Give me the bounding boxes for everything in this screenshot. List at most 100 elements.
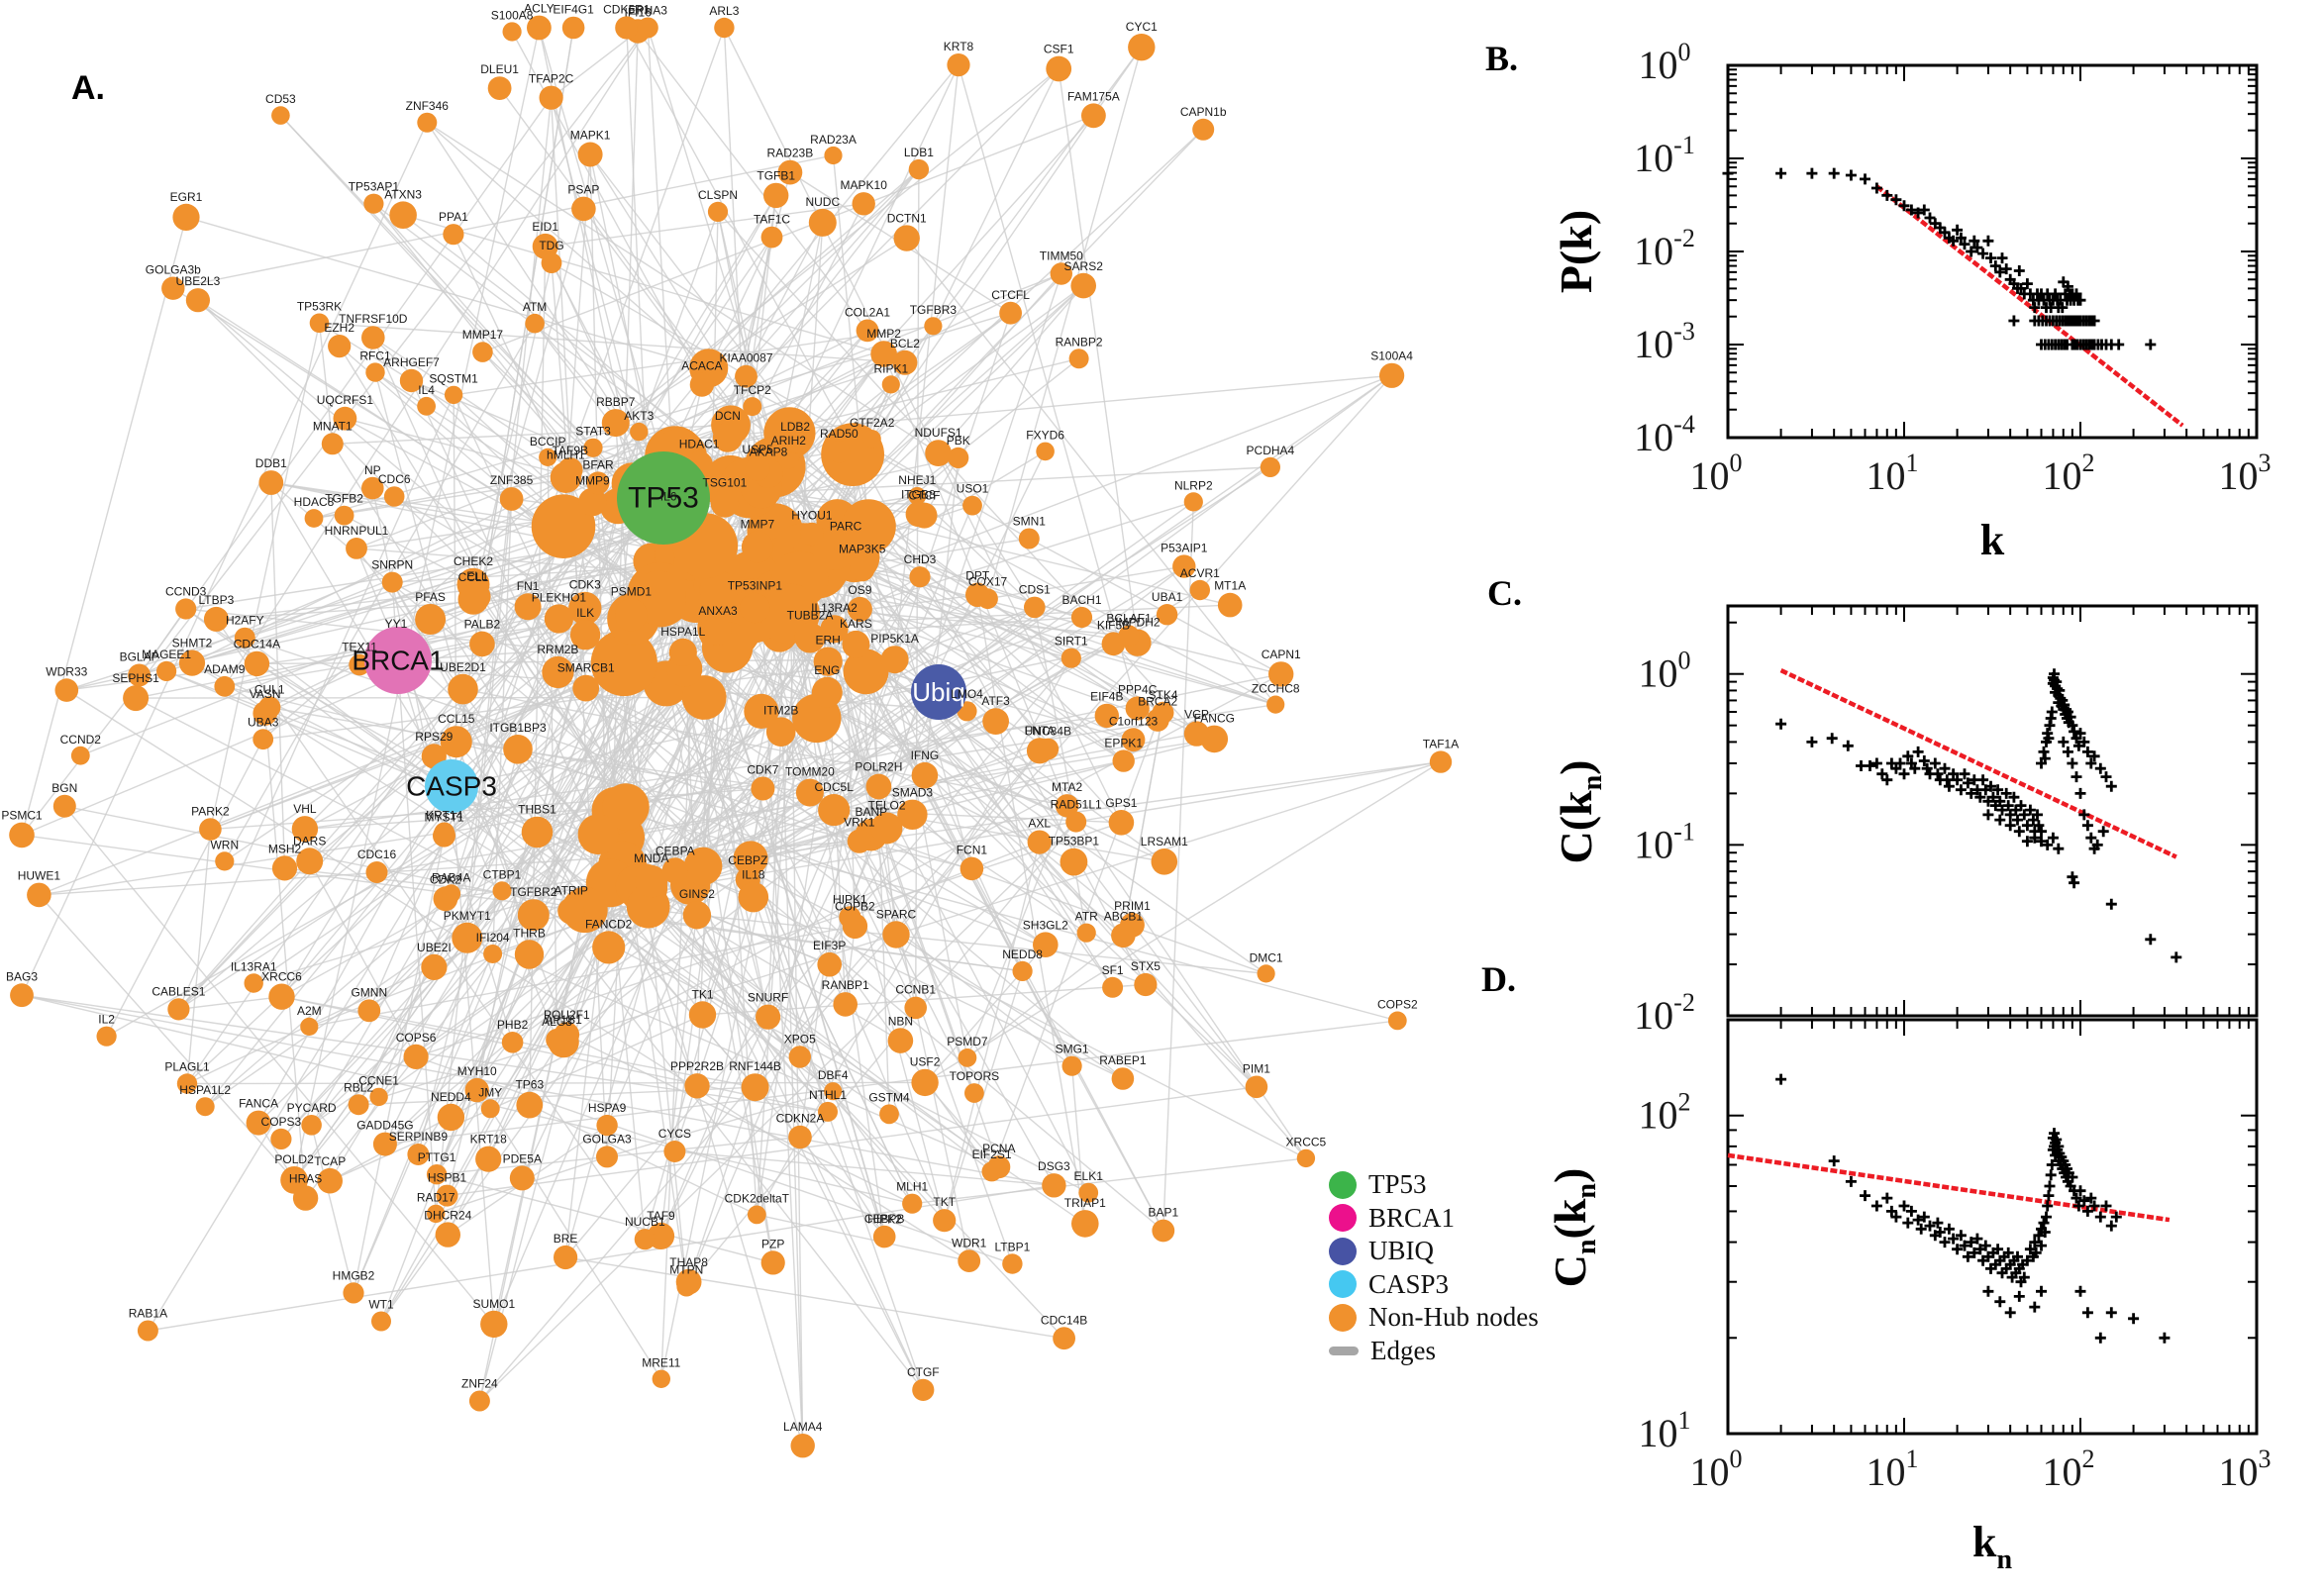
gene-node-label: IL4 — [418, 383, 435, 397]
gene-node — [444, 385, 463, 405]
gene-node-label: PIP5K1A — [870, 632, 919, 646]
gene-node-label: RAB4A — [432, 870, 470, 884]
gene-node — [167, 998, 190, 1021]
gene-node-label: CDK3 — [569, 578, 601, 592]
gene-node-label: BRE — [554, 1232, 578, 1246]
gene-node-label: GPS1 — [1105, 796, 1137, 810]
panel-label-c: C. — [1487, 573, 1522, 613]
gene-node-label: BCL2 — [890, 337, 920, 350]
gene-node-label: DSG3 — [1038, 1159, 1070, 1173]
gene-node — [436, 1184, 458, 1207]
gene-node — [137, 1320, 158, 1342]
gene-node-label: STX5 — [1131, 959, 1161, 973]
gene-node-label: CEBPA — [656, 844, 695, 857]
gene-node — [912, 1378, 935, 1401]
gene-node-label: USF2 — [910, 1055, 941, 1069]
gene-node-label: IL6 — [660, 490, 677, 504]
gene-node — [847, 829, 871, 853]
gene-node-label: CTCFL — [991, 288, 1030, 302]
panel-label-b: B. — [1485, 39, 1519, 78]
legend-label: TP53 — [1368, 1169, 1427, 1200]
gene-node — [346, 538, 367, 559]
gene-node-label: MT1A — [1214, 579, 1246, 593]
gene-node-label: ELK1 — [1074, 1169, 1104, 1183]
gene-node-label: SEPHS1 — [112, 671, 159, 685]
gene-node — [818, 1101, 838, 1122]
gene-node — [788, 1046, 811, 1068]
legend-label: CASP3 — [1368, 1268, 1450, 1299]
gene-node-label: IL13RA2 — [811, 601, 858, 615]
gene-node — [1268, 661, 1294, 687]
gene-node-label: CABLES1 — [152, 984, 205, 998]
gene-node — [357, 999, 381, 1023]
gene-node-label: BACH1 — [1061, 593, 1101, 607]
gene-node — [684, 1073, 710, 1099]
gene-node — [1037, 738, 1060, 760]
gene-node-label: CCNB1 — [895, 983, 936, 997]
gene-node — [1102, 976, 1124, 998]
gene-node — [475, 1146, 502, 1172]
gene-node — [176, 1073, 198, 1094]
gene-node — [1027, 830, 1052, 854]
gene-node — [765, 717, 796, 747]
gene-node-label: DCTN1 — [887, 211, 927, 225]
gene-node — [882, 921, 910, 948]
gene-node-label: PSMD1 — [611, 585, 653, 599]
gene-node-label: DMC1 — [1250, 950, 1283, 964]
gene-node-label: PPP2R2B — [670, 1059, 724, 1073]
gene-node — [9, 822, 35, 848]
gene-node — [1266, 695, 1285, 714]
gene-node-label: TCAP — [314, 1154, 346, 1168]
gene-node — [172, 203, 200, 231]
gene-node — [517, 899, 550, 932]
gene-node-label: ATR — [1075, 910, 1098, 924]
y-axis-title-cnkn: Cn(kn) — [1545, 1167, 1603, 1288]
gene-node — [1076, 923, 1096, 943]
gene-node — [1121, 728, 1146, 752]
panel-label-a: A. — [71, 69, 105, 107]
gene-node — [820, 615, 849, 644]
gene-node-label: BRCA2 — [1138, 695, 1177, 709]
gene-node-label: SMARCB1 — [557, 661, 615, 675]
gene-node — [417, 112, 438, 133]
gene-node — [592, 931, 626, 964]
gene-node — [369, 1087, 388, 1107]
gene-node — [958, 1249, 981, 1272]
gene-node — [300, 1017, 319, 1036]
gene-node-label: CHD3 — [904, 552, 937, 566]
scatter-points — [1775, 1073, 2171, 1344]
svg-text:100: 100 — [1639, 647, 1691, 696]
gene-node — [817, 951, 842, 977]
gene-node-label: IFNG — [911, 748, 940, 762]
svg-text:103: 103 — [2219, 1445, 2272, 1494]
gene-node-label: BCCIP — [530, 435, 566, 449]
gene-node — [472, 342, 493, 362]
gene-node-label: ZNF24 — [461, 1377, 498, 1391]
gene-node — [252, 701, 277, 726]
gene-node — [156, 660, 177, 682]
gene-node-label: POLR2H — [855, 760, 902, 774]
gene-node-label: CAPN1b — [1180, 105, 1227, 119]
gene-node-label: PSAP — [567, 183, 599, 197]
gene-node-label: FAM175A — [1067, 90, 1120, 104]
gene-node-label: COPS3 — [261, 1115, 302, 1129]
gene-node — [1183, 492, 1203, 512]
gene-node — [363, 193, 384, 214]
fit-line — [1779, 668, 2177, 859]
gene-node — [905, 501, 931, 528]
svg-text:102: 102 — [2043, 1445, 2095, 1494]
gene-node-label: THAP8 — [669, 1255, 708, 1269]
gene-node-label: TAF9 — [647, 1209, 675, 1223]
x-axis-title: kn — [1972, 1518, 2012, 1575]
gene-node-label: PALB2 — [464, 618, 501, 632]
gene-node — [1012, 960, 1033, 982]
gene-node — [383, 486, 405, 507]
gene-node-label: SHMT2 — [172, 637, 213, 650]
gene-node — [365, 861, 388, 883]
gene-node-label: MMP17 — [462, 328, 504, 342]
gene-node-label: UNC84B — [1025, 725, 1071, 739]
gene-node-label: COPS2 — [1377, 998, 1418, 1012]
gene-node-label: STAT3 — [575, 425, 611, 439]
gene-node-label: UQCRFS1 — [317, 393, 374, 407]
gene-node-label: NP — [364, 463, 381, 477]
